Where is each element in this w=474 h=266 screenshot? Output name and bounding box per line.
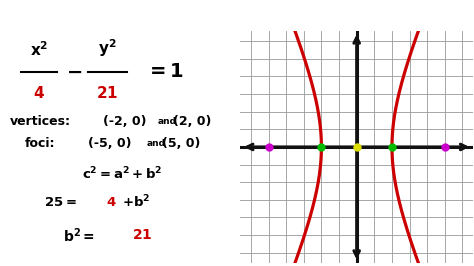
Text: (-5, 0): (-5, 0): [88, 137, 131, 150]
Text: $\mathbf{y^2}$: $\mathbf{y^2}$: [98, 37, 117, 59]
Text: $\mathbf{b^2 = }$: $\mathbf{b^2 = }$: [64, 226, 96, 245]
Text: and: and: [157, 117, 176, 126]
Text: $\mathbf{-}$: $\mathbf{-}$: [66, 62, 82, 81]
Text: $\mathbf{21}$: $\mathbf{21}$: [96, 85, 118, 101]
Text: $\mathbf{25 = }$: $\mathbf{25 = }$: [44, 196, 77, 209]
Text: (-2, 0): (-2, 0): [102, 115, 146, 128]
Text: Graphing Hyperbolas in Standard Form: Graphing Hyperbolas in Standard Form: [39, 6, 435, 24]
Text: $\mathbf{21}$: $\mathbf{21}$: [132, 228, 152, 242]
Text: $\mathbf{c^2 = a^2 + b^2}$: $\mathbf{c^2 = a^2 + b^2}$: [82, 166, 162, 182]
Text: foci:: foci:: [25, 137, 55, 150]
Text: (5, 0): (5, 0): [162, 137, 201, 150]
Text: $\mathbf{4}$: $\mathbf{4}$: [106, 196, 117, 209]
Text: vertices:: vertices:: [10, 115, 71, 128]
Text: (2, 0): (2, 0): [173, 115, 212, 128]
Text: $\mathbf{+ b^2}$: $\mathbf{+ b^2}$: [122, 194, 150, 211]
Text: $\mathbf{x^2}$: $\mathbf{x^2}$: [30, 40, 48, 59]
Text: $\mathbf{= 1}$: $\mathbf{= 1}$: [146, 62, 185, 81]
Text: $\mathbf{4}$: $\mathbf{4}$: [33, 85, 45, 101]
Text: and: and: [146, 139, 165, 148]
